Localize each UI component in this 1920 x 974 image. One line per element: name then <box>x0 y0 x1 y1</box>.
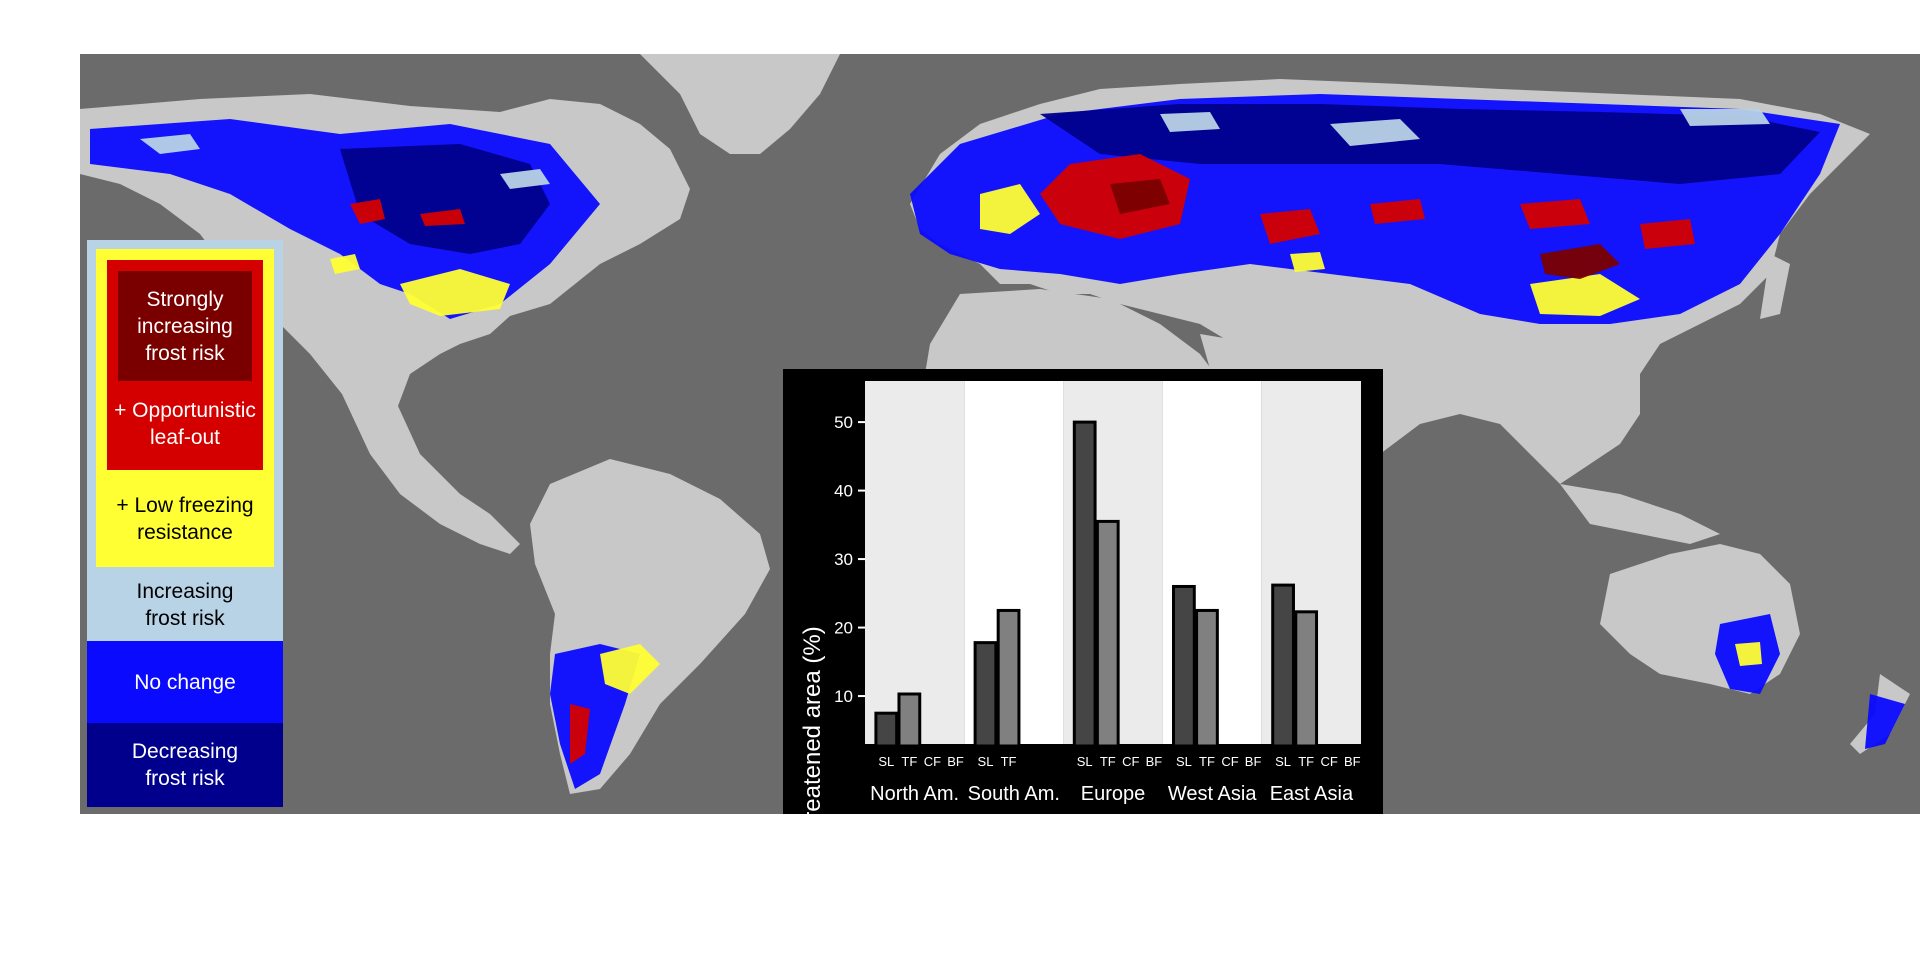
subcategory-label: BF <box>1344 754 1361 769</box>
subcategory-label: SL <box>1077 754 1093 769</box>
y-tick-label: 20 <box>834 619 853 638</box>
legend-label-decreasing: Decreasing frost risk <box>87 723 283 807</box>
risk-patch-strong <box>1110 179 1170 214</box>
risk-patch-low-freezing <box>330 254 360 274</box>
bar <box>1271 583 1295 748</box>
landmass-southeast-asia <box>1560 484 1720 544</box>
region-panel <box>865 381 965 744</box>
risk-patch-increasing <box>140 134 200 154</box>
risk-patch-low-freezing <box>1290 252 1325 272</box>
risk-patch-no-change <box>1865 694 1905 749</box>
risk-patch-low-freezing <box>1530 274 1640 316</box>
risk-patch-low-freezing <box>980 184 1040 234</box>
y-axis-label: Threatened area (%) <box>799 626 826 848</box>
bar <box>1095 519 1120 748</box>
y-tick-label: 10 <box>834 687 853 706</box>
subcategory-label: BF <box>1146 754 1163 769</box>
risk-patch-increasing <box>1160 112 1220 132</box>
y-tick-label: 40 <box>834 482 853 501</box>
risk-patch-low-freezing <box>600 644 660 694</box>
risk-patch-opportunistic <box>1370 199 1425 224</box>
bar <box>1072 420 1097 748</box>
region-label: East Asia <box>1270 783 1354 805</box>
frost-risk-overlay <box>90 94 1905 789</box>
risk-patch-increasing <box>500 169 550 189</box>
risk-patch-opportunistic <box>420 209 465 226</box>
bar <box>1195 608 1219 748</box>
subcategory-label: SL <box>878 754 894 769</box>
landmass-greenland <box>640 54 840 154</box>
legend-label-increasing: Increasing frost risk <box>136 580 234 630</box>
bar <box>1172 584 1196 748</box>
risk-patch-increasing <box>1330 119 1420 146</box>
subcategory-label: BF <box>947 754 964 769</box>
region-label: South Am. <box>968 783 1060 805</box>
risk-patch-opportunistic <box>1520 199 1590 229</box>
legend-label-strong: Strongly increasing frost risk <box>137 287 233 365</box>
risk-patch-opportunistic <box>570 704 590 764</box>
subcategory-label: BF <box>1245 754 1262 769</box>
region-label: West Asia <box>1168 783 1257 805</box>
subcategory-label: CF <box>1321 754 1338 769</box>
subcategory-label: TF <box>1298 754 1314 769</box>
risk-patch-opportunistic <box>1640 219 1695 249</box>
bar <box>973 641 998 748</box>
subcategory-label: SL <box>978 754 994 769</box>
legend-label-opportunistic: + Opportunistic leaf-out <box>114 399 256 449</box>
region-label: North Am. <box>870 783 959 805</box>
risk-patch-opportunistic <box>1260 209 1320 244</box>
legend-label-no-change: No change <box>87 641 283 723</box>
subcategory-label: CF <box>1221 754 1238 769</box>
landmass-japan <box>1760 254 1790 319</box>
subcategory-label: TF <box>1001 754 1017 769</box>
chart-svg: 10 20 30 40 50 SL TF CF BF North Am. SL TF South Am.… <box>834 381 1361 805</box>
risk-patch-increasing <box>1680 109 1770 126</box>
subcategory-label: SL <box>1275 754 1291 769</box>
legend-label-low-freezing: + Low freezing resistance <box>116 494 254 544</box>
subcategory-label: TF <box>1100 754 1116 769</box>
subcategory-label: TF <box>901 754 917 769</box>
inset-bar-chart: 10 20 30 40 50 SL TF CF BF North Am. SL TF South Am.… <box>783 369 1383 848</box>
map-svg <box>80 54 1910 794</box>
legend-frame-strong <box>118 271 252 381</box>
map-legend: Strongly increasing frost risk + Opportu… <box>87 240 283 807</box>
bar <box>874 711 899 748</box>
bar <box>897 692 922 748</box>
risk-patch-decreasing <box>1040 104 1820 184</box>
subcategory-label: CF <box>1122 754 1139 769</box>
risk-patch-low-freezing <box>1735 642 1762 666</box>
risk-patch-decreasing <box>340 144 550 254</box>
bar <box>1294 610 1319 748</box>
y-tick-label: 50 <box>834 413 853 432</box>
risk-patch-low-freezing <box>400 269 510 316</box>
region-label: Europe <box>1081 783 1146 805</box>
risk-patch-strong <box>1540 244 1620 279</box>
subcategory-label: TF <box>1199 754 1215 769</box>
y-tick-label: 30 <box>834 550 853 569</box>
risk-patch-opportunistic <box>350 199 385 224</box>
bar <box>996 608 1021 748</box>
subcategory-label: SL <box>1176 754 1192 769</box>
subcategory-label: CF <box>924 754 941 769</box>
